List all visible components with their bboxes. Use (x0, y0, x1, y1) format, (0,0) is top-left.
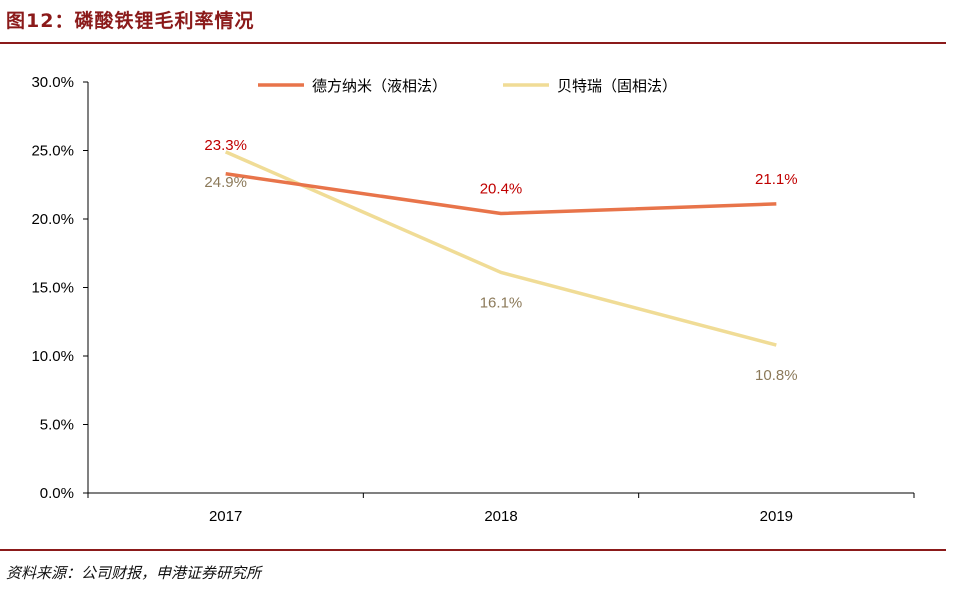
x-tick-label: 2017 (209, 508, 242, 525)
y-tick-label: 30.0% (31, 74, 74, 91)
legend-label: 德方纳米（液相法） (312, 77, 447, 95)
title-divider (0, 42, 946, 44)
data-label: 21.1% (755, 171, 798, 188)
chart-data-labels: 23.3% 20.4% 21.1% 24.9% 16.1% 10.8% (204, 137, 797, 384)
y-tick-label: 5.0% (40, 417, 74, 434)
data-label: 24.9% (204, 174, 247, 191)
data-label: 10.8% (755, 367, 798, 384)
series-line (225, 172, 777, 216)
chart-legend: 德方纳米（液相法） 贝特瑞（固相法） (258, 77, 677, 95)
x-tick-label: 2019 (760, 508, 793, 525)
y-tick-label: 20.0% (31, 211, 74, 228)
y-tick-label: 25.0% (31, 143, 74, 160)
source-note: 资料来源：公司财报，申港证券研究所 (6, 564, 262, 582)
chart-series (224, 150, 777, 347)
figure-title: 图12：磷酸铁锂毛利率情况 (6, 10, 255, 32)
series-line (224, 150, 777, 347)
chart-axes: 0.0% 5.0% 10.0% 15.0% 20.0% 25.0% 30.0% 2017 201… (31, 74, 915, 525)
y-tick-label: 0.0% (40, 485, 74, 502)
data-label: 23.3% (204, 137, 247, 154)
legend-label: 贝特瑞（固相法） (557, 77, 677, 95)
x-tick-label: 2018 (484, 508, 517, 525)
data-label: 16.1% (480, 294, 523, 311)
footer-divider (0, 549, 946, 551)
y-tick-label: 15.0% (31, 280, 74, 297)
y-tick-label: 10.0% (31, 348, 74, 365)
line-chart: 0.0% 5.0% 10.0% 15.0% 20.0% 25.0% 30.0% 2017 201… (31, 74, 915, 525)
data-label: 20.4% (480, 181, 523, 198)
